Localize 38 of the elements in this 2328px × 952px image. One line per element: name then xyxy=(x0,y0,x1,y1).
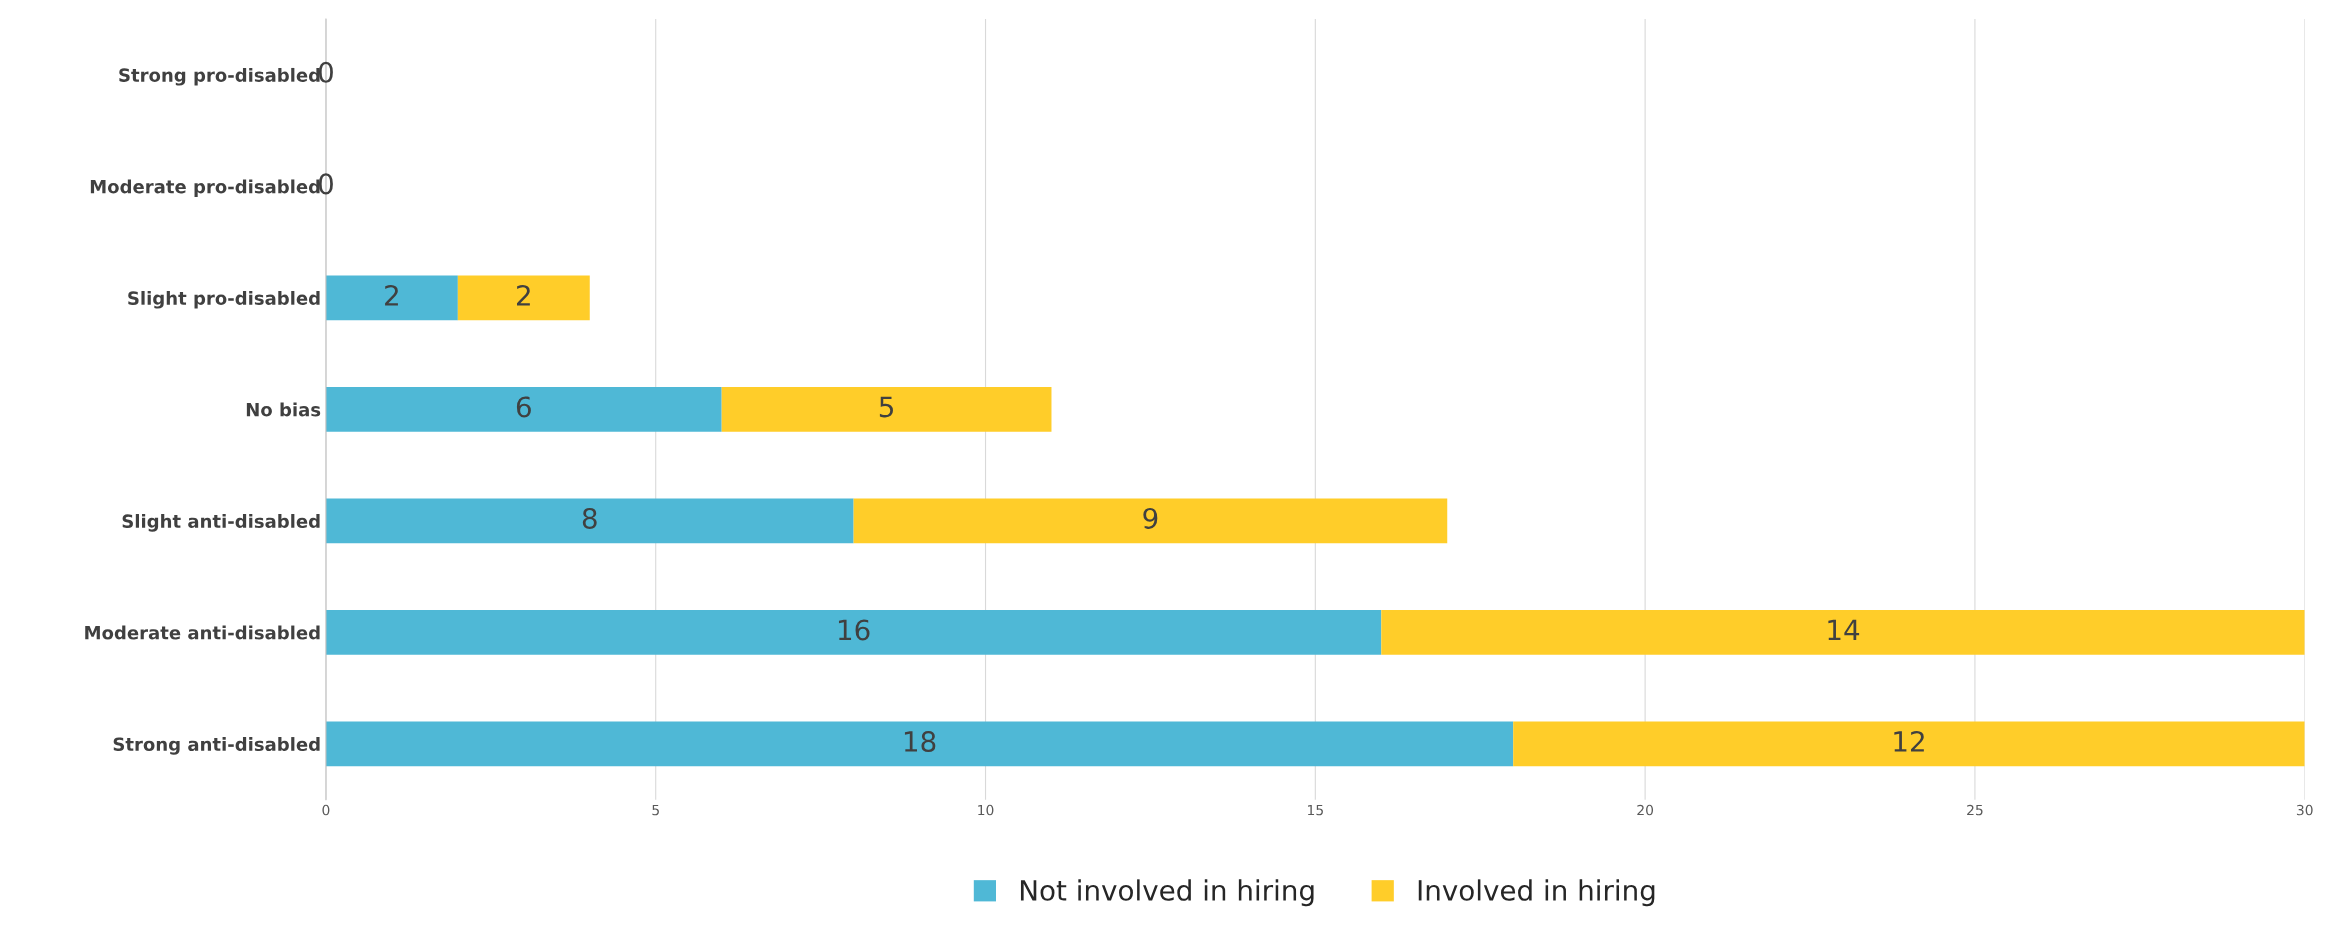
x-tick-label: 0 xyxy=(322,804,330,816)
data-label: 5 xyxy=(879,396,893,418)
y-tick-label: Moderate pro-disabled xyxy=(90,179,320,197)
data-label: 18 xyxy=(904,730,936,752)
x-tick-label: 10 xyxy=(978,804,994,816)
x-tick-label: 25 xyxy=(1967,804,1983,816)
bar xyxy=(1513,721,2305,767)
x-tick-label: 15 xyxy=(1308,804,1323,816)
bar xyxy=(853,498,1448,544)
data-label: 0 xyxy=(318,61,333,83)
y-tick-label: Strong pro-disabled xyxy=(119,67,320,86)
y-tick-label: Moderate anti-disabled xyxy=(85,625,320,640)
y-tick-label: Strong anti-disabled xyxy=(113,737,320,755)
data-label: 0 xyxy=(318,173,333,195)
bar xyxy=(325,275,458,321)
bar xyxy=(325,498,854,544)
y-tick-label: Slight pro-disabled xyxy=(128,290,320,309)
bar xyxy=(325,387,722,432)
legend-label: Not involved in hiring xyxy=(1020,879,1314,907)
data-label: 9 xyxy=(1143,507,1158,529)
bar xyxy=(1381,610,2305,655)
x-tick-label: 20 xyxy=(1637,804,1654,816)
bar xyxy=(721,387,1052,432)
data-label: 8 xyxy=(582,507,597,529)
data-label: 2 xyxy=(385,284,398,306)
data-label: 2 xyxy=(517,284,530,306)
bar xyxy=(325,610,1382,655)
x-tick-label: 5 xyxy=(652,804,659,816)
bar xyxy=(325,721,1514,767)
legend-label: Involved in hiring xyxy=(1418,879,1655,907)
data-label: 14 xyxy=(1828,619,1860,641)
bar xyxy=(457,275,590,321)
data-label: 12 xyxy=(1894,730,1924,752)
y-tick-label: No bias xyxy=(246,402,321,417)
y-tick-label: Slight anti-disabled xyxy=(122,514,320,532)
data-label: 16 xyxy=(838,619,870,641)
x-tick-label: 30 xyxy=(2296,804,2313,816)
data-label: 6 xyxy=(516,396,531,418)
